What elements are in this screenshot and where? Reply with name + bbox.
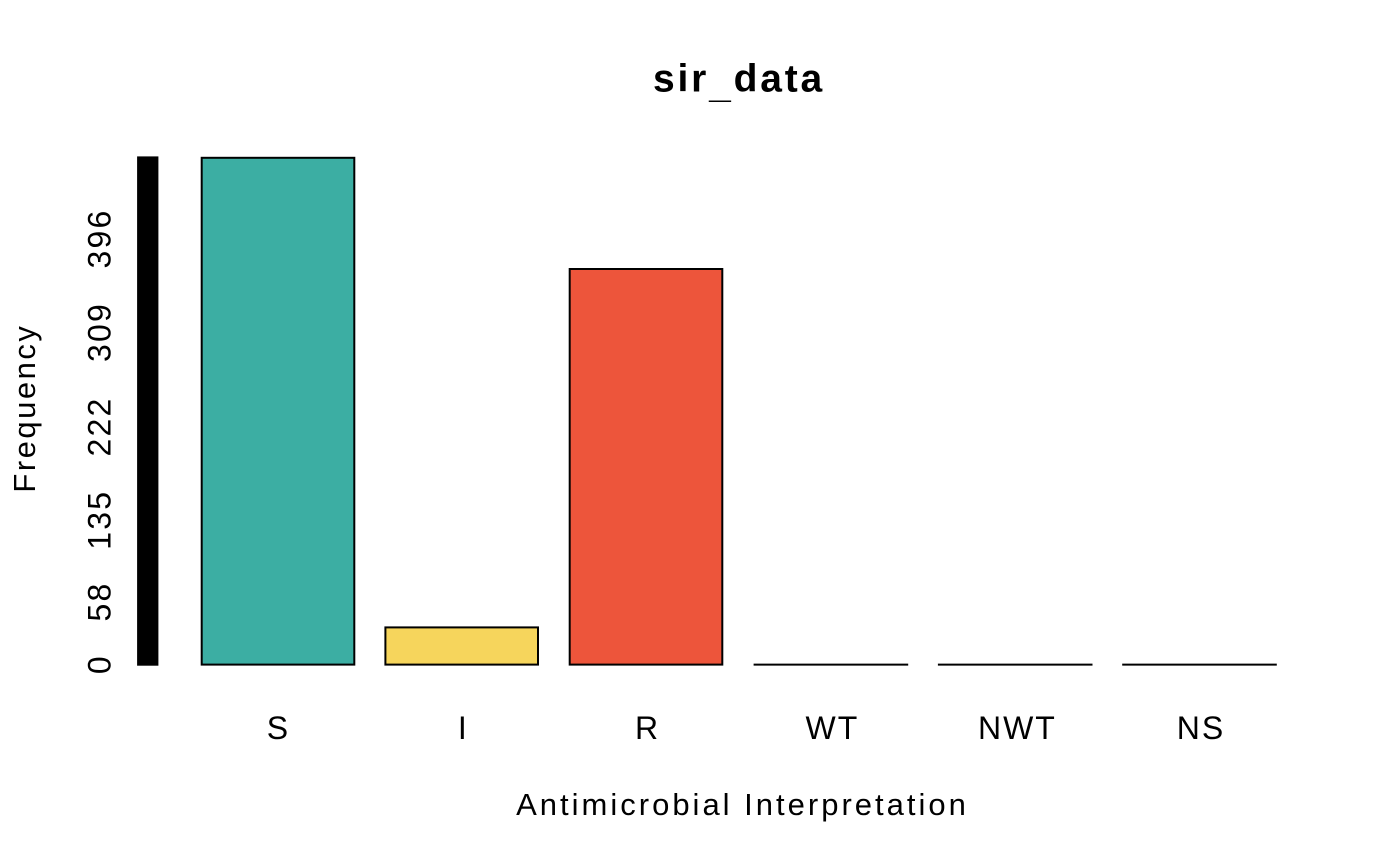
- svg-text:WT: WT: [806, 710, 860, 746]
- svg-text:R: R: [635, 710, 660, 746]
- svg-text:396: 396: [82, 209, 118, 269]
- svg-text:Frequency: Frequency: [7, 324, 42, 493]
- svg-text:NS: NS: [1177, 710, 1225, 746]
- svg-text:222: 222: [82, 397, 118, 457]
- svg-text:309: 309: [82, 302, 118, 362]
- svg-text:S: S: [267, 710, 290, 746]
- svg-text:Antimicrobial Interpretation: Antimicrobial Interpretation: [516, 787, 969, 822]
- svg-text:58: 58: [82, 582, 118, 622]
- svg-text:sir_data: sir_data: [653, 58, 825, 107]
- svg-text:I: I: [458, 710, 469, 746]
- svg-text:135: 135: [82, 490, 118, 550]
- svg-text:NWT: NWT: [978, 710, 1057, 746]
- svg-text:0: 0: [82, 654, 118, 674]
